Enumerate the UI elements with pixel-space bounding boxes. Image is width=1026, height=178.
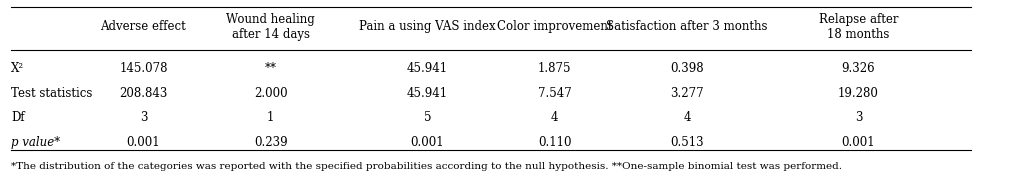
Text: 45.941: 45.941	[407, 87, 448, 100]
Text: Adverse effect: Adverse effect	[101, 20, 187, 33]
Text: Satisfaction after 3 months: Satisfaction after 3 months	[606, 20, 767, 33]
Text: Wound healing
after 14 days: Wound healing after 14 days	[227, 13, 315, 41]
Text: 4: 4	[683, 111, 690, 124]
Text: **: **	[265, 62, 277, 75]
Text: 45.941: 45.941	[407, 62, 448, 75]
Text: 1.875: 1.875	[538, 62, 571, 75]
Text: 0.001: 0.001	[841, 136, 875, 149]
Text: 145.078: 145.078	[119, 62, 167, 75]
Text: Df: Df	[11, 111, 25, 124]
Text: 1: 1	[267, 111, 274, 124]
Text: 4: 4	[551, 111, 558, 124]
Text: 3: 3	[855, 111, 862, 124]
Text: 0.001: 0.001	[410, 136, 444, 149]
Text: 3: 3	[140, 111, 147, 124]
Text: 9.326: 9.326	[841, 62, 875, 75]
Text: Test statistics: Test statistics	[11, 87, 92, 100]
Text: 208.843: 208.843	[119, 87, 167, 100]
Text: Color improvement: Color improvement	[497, 20, 613, 33]
Text: 19.280: 19.280	[838, 87, 879, 100]
Text: *The distribution of the categories was reported with the specified probabilitie: *The distribution of the categories was …	[11, 163, 842, 171]
Text: 0.513: 0.513	[670, 136, 704, 149]
Text: 7.547: 7.547	[538, 87, 571, 100]
Text: 5: 5	[424, 111, 431, 124]
Text: X²: X²	[11, 62, 25, 75]
Text: p value*: p value*	[11, 136, 61, 149]
Text: Relapse after
18 months: Relapse after 18 months	[819, 13, 898, 41]
Text: Pain a using VAS index: Pain a using VAS index	[359, 20, 496, 33]
Text: 0.001: 0.001	[126, 136, 160, 149]
Text: 2.000: 2.000	[253, 87, 287, 100]
Text: 3.277: 3.277	[670, 87, 704, 100]
Text: 0.110: 0.110	[538, 136, 571, 149]
Text: 0.398: 0.398	[670, 62, 704, 75]
Text: 0.239: 0.239	[253, 136, 287, 149]
